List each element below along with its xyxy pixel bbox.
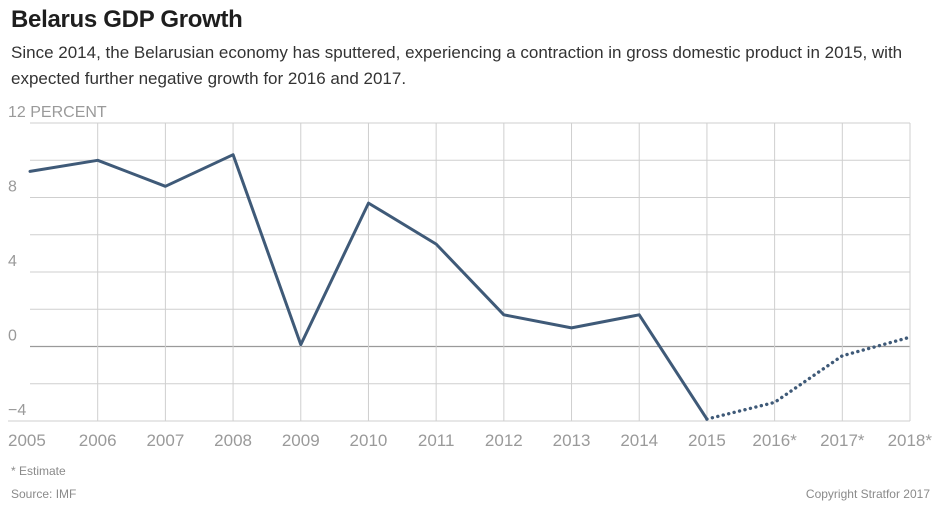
x-tick-label: 2013 [553, 431, 591, 450]
grid-layer [8, 122, 911, 422]
y-tick-label: 12 PERCENT [8, 104, 107, 121]
x-tick-label: 2005 [8, 431, 46, 450]
y-tick-label: 0 [8, 328, 17, 345]
chart-title: Belarus GDP Growth [11, 6, 243, 33]
copyright-note: Copyright Stratfor 2017 [805, 487, 930, 501]
footnote: * Estimate [11, 464, 66, 478]
x-tick-label: 2018* [888, 431, 933, 450]
x-tick-label: 2009 [282, 431, 320, 450]
x-tick-label: 2007 [146, 431, 184, 450]
y-tick-labels: 12 PERCENT 8 4 0 −4 [8, 104, 107, 419]
y-tick-label: 4 [8, 253, 17, 270]
series-line-actual [28, 153, 709, 421]
series-layer [28, 153, 912, 421]
x-tick-label: 2015 [688, 431, 726, 450]
y-tick-label: 8 [8, 179, 17, 196]
x-tick-label: 2011 [418, 431, 455, 450]
x-tick-label: 2012 [485, 431, 523, 450]
x-tick-label: 2016* [752, 431, 797, 450]
x-tick-label: 2008 [214, 431, 252, 450]
x-tick-labels: 2005 2006 2007 2008 2009 2010 2011 2012 2013 2014… [8, 431, 932, 450]
source-note: Source: IMF [11, 487, 77, 501]
chart-subtitle: Since 2014, the Belarusian economy has s… [11, 43, 903, 88]
x-tick-label: 2006 [79, 431, 117, 450]
x-tick-label: 2010 [350, 431, 388, 450]
x-tick-label: 2014 [620, 431, 658, 450]
series-line-estimate [705, 335, 912, 421]
line-chart: 12 PERCENT 8 4 0 −4 2005 2006 2007 2008 2009 2010… [8, 104, 932, 450]
x-tick-label: 2017* [820, 431, 865, 450]
y-tick-label: −4 [8, 402, 26, 419]
